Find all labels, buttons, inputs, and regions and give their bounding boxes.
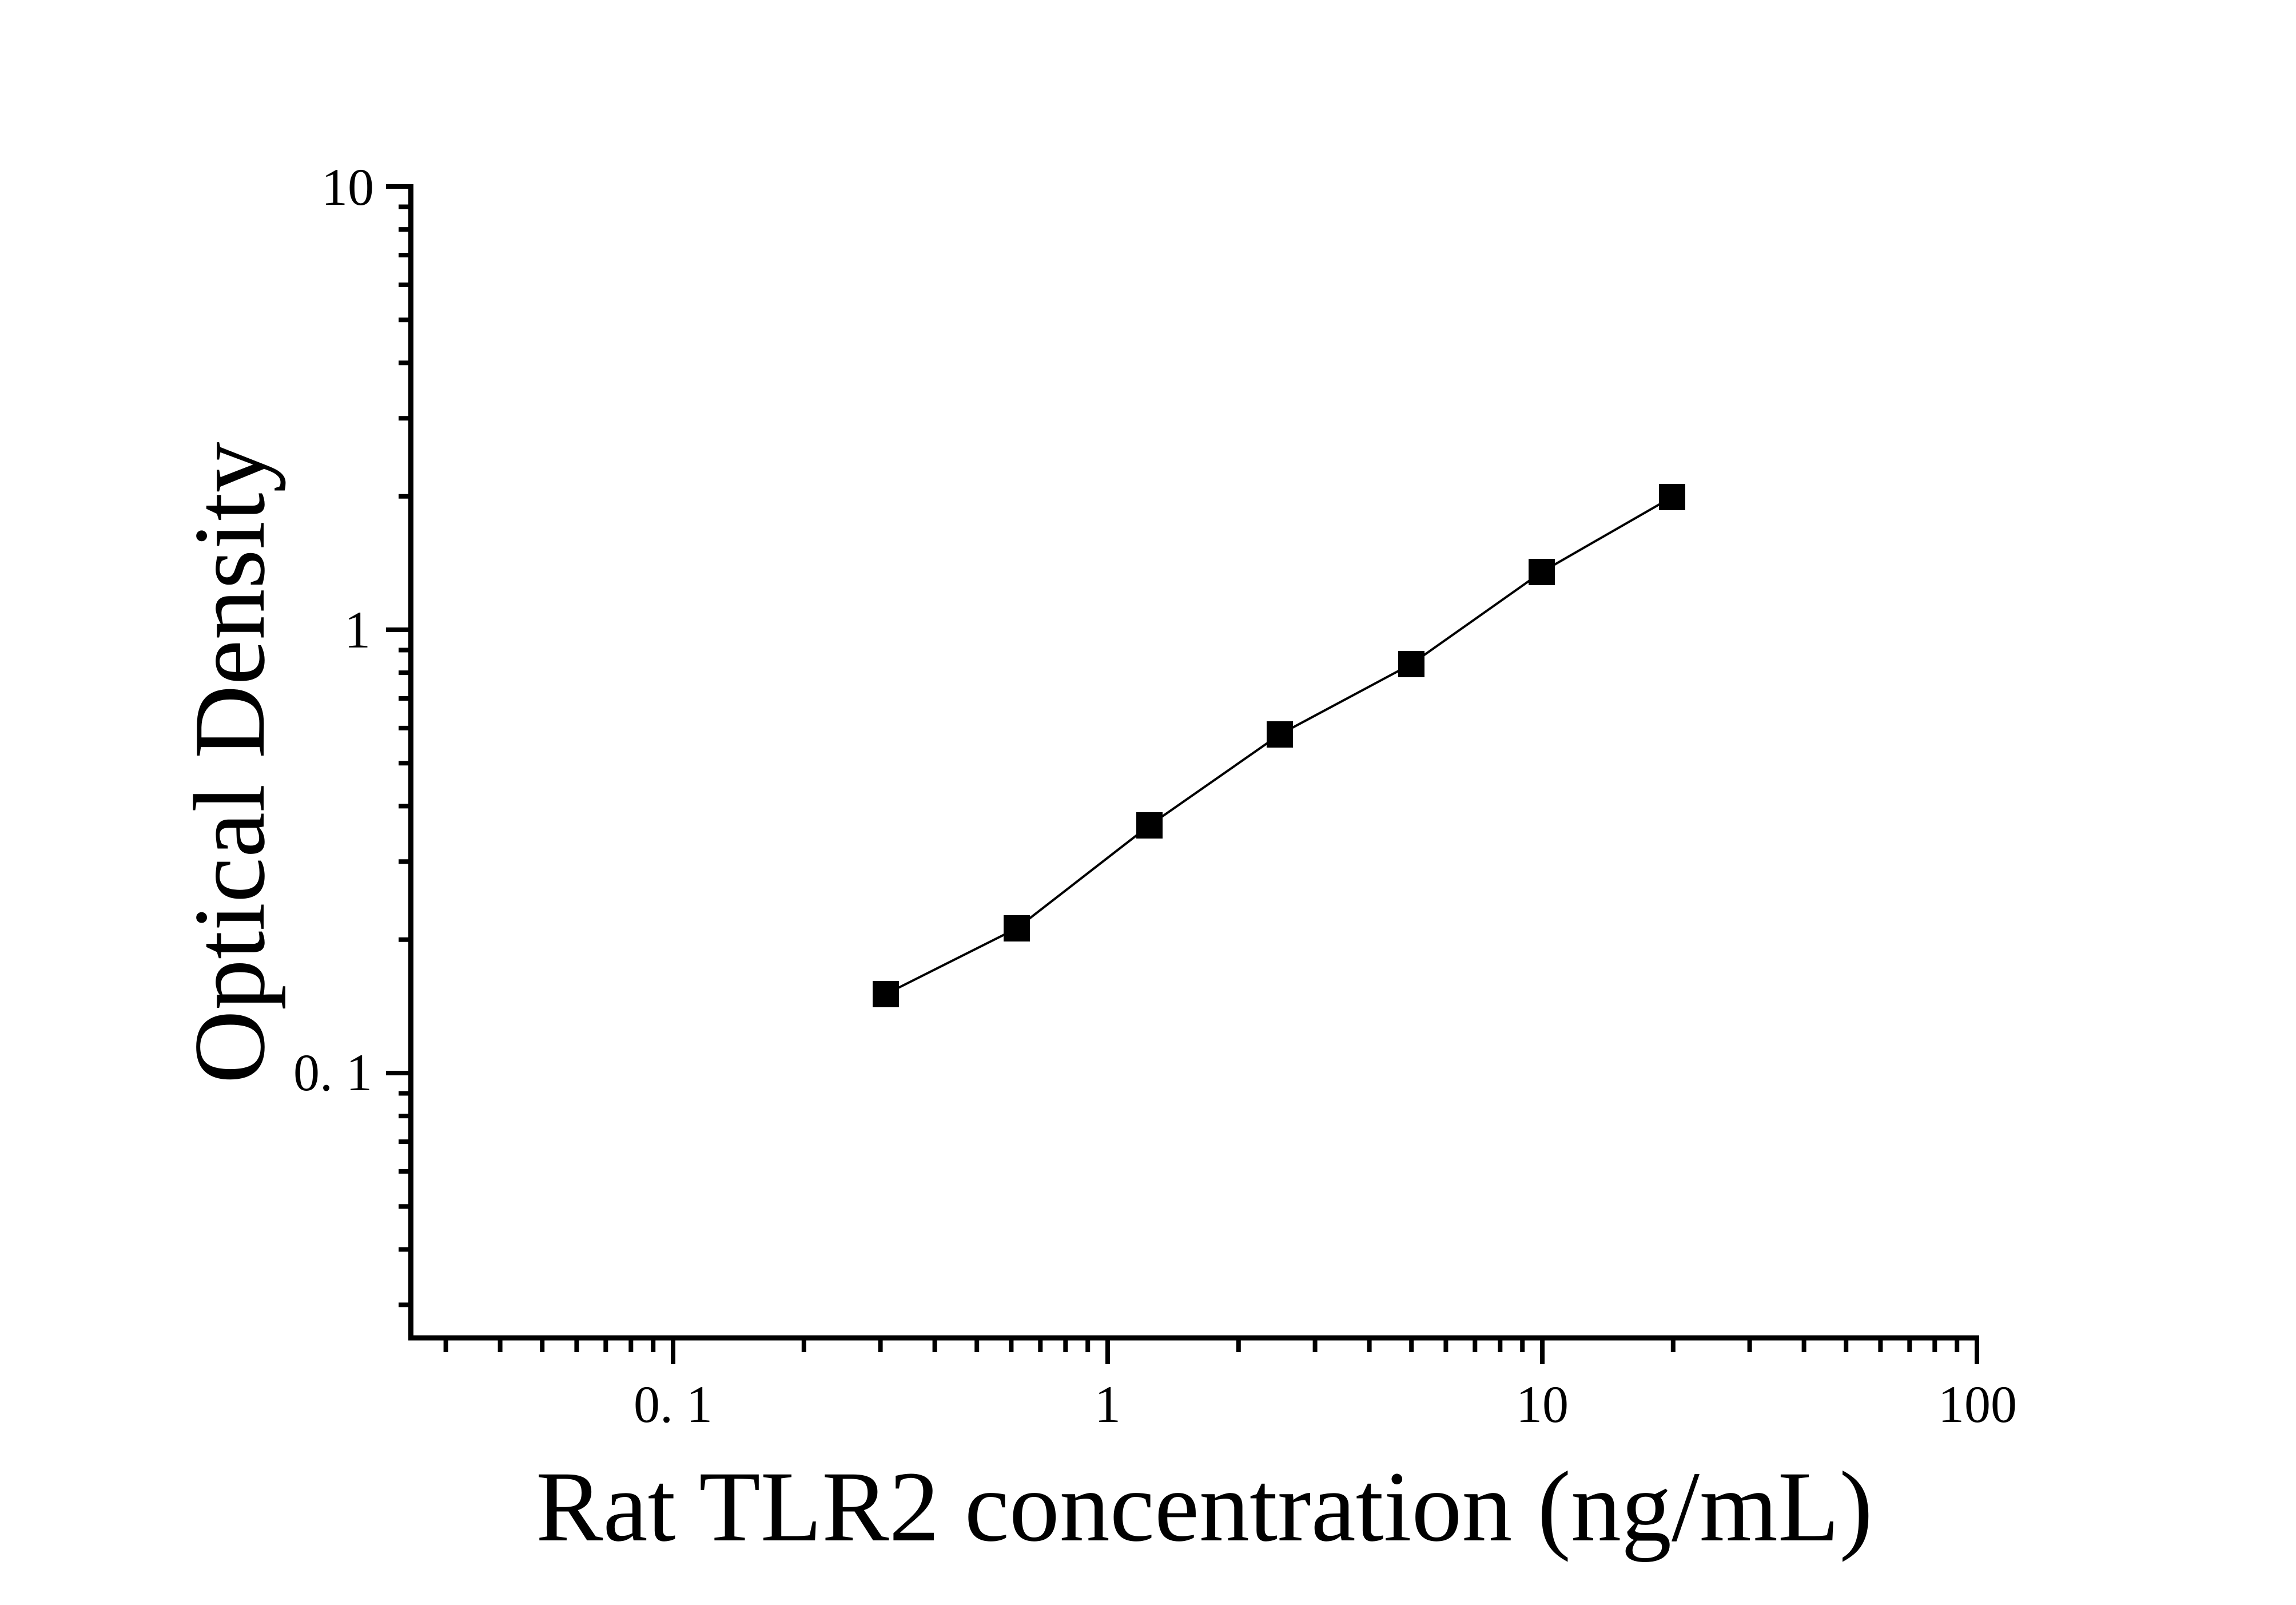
- svg-text:10: 10: [1516, 1375, 1569, 1433]
- svg-text:100: 100: [1938, 1375, 2017, 1433]
- svg-text:1: 1: [344, 601, 371, 659]
- svg-text:10: 10: [321, 158, 374, 216]
- svg-text:Optical Density: Optical Density: [173, 442, 286, 1083]
- svg-text:1: 1: [1095, 1375, 1121, 1433]
- svg-text:Rat TLR2 concentration (ng/mL): Rat TLR2 concentration (ng/mL): [536, 1451, 1873, 1563]
- svg-text:0. 1: 0. 1: [634, 1375, 713, 1433]
- svg-text:0. 1: 0. 1: [293, 1043, 372, 1102]
